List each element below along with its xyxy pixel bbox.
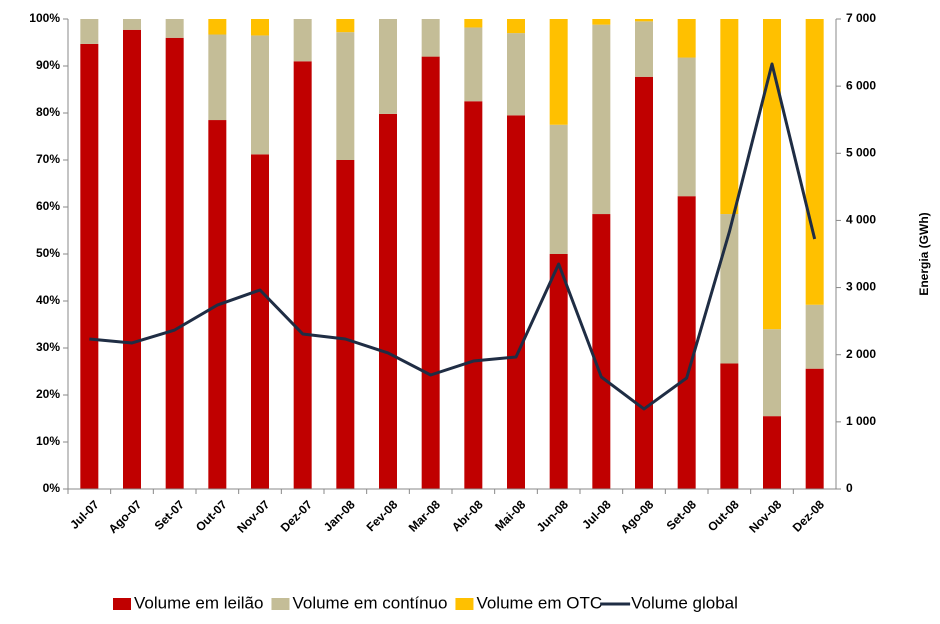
y-tick-label: 80%	[36, 105, 60, 119]
bar-segment	[549, 254, 568, 489]
y2-tick-label: 1 000	[846, 414, 876, 428]
x-tick-label: Nov-07	[234, 497, 272, 535]
bar-segment	[805, 19, 824, 305]
legend-label: Volume em contínuo	[292, 593, 447, 612]
bar-segment	[763, 416, 781, 489]
bar-segment	[421, 56, 440, 489]
legend-symbol	[113, 598, 131, 610]
bar-segment	[165, 37, 184, 490]
bar-segment	[805, 368, 824, 489]
bar-segment	[763, 19, 781, 330]
y2-tick-label: 6 000	[846, 78, 876, 92]
bar-segment	[592, 24, 611, 215]
x-tick-label: Set-07	[152, 497, 188, 533]
bar-segment	[80, 19, 99, 44]
legend-label: Volume em leilão	[134, 593, 263, 612]
y2-tick-label: 4 000	[846, 213, 876, 227]
bar-segment	[592, 19, 611, 25]
bar-segment	[677, 57, 696, 197]
x-tick-label: Ago-08	[618, 497, 657, 536]
bar-segment	[635, 21, 653, 77]
legend-label: Volume em OTC	[476, 593, 602, 612]
bar-segment	[251, 154, 269, 490]
bar-segment	[251, 35, 269, 155]
y-tick-label: 90%	[36, 58, 60, 72]
y-tick-label: 100%	[29, 11, 60, 25]
x-tick-label: Ago-07	[106, 497, 145, 536]
x-tick-label: Dez-08	[790, 497, 827, 534]
x-tick-label: Jan-08	[321, 497, 358, 534]
y2-tick-label: 0	[846, 481, 853, 495]
y-tick-label: 20%	[36, 387, 60, 401]
bar-segment	[507, 19, 525, 34]
y2-tick-label: 5 000	[846, 145, 876, 159]
x-tick-label: Abr-08	[449, 497, 486, 534]
y-tick-label: 70%	[36, 152, 60, 166]
bar-segment	[507, 33, 525, 116]
x-tick-label: Jul-08	[579, 497, 614, 532]
y-tick-label: 0%	[43, 481, 61, 495]
x-tick-label: Dez-07	[278, 497, 315, 534]
bar-segment	[293, 61, 312, 490]
x-tick-label: Mar-08	[406, 497, 443, 534]
bar-segment	[677, 196, 696, 489]
y2-axis-title: Energia (GWh)	[917, 212, 931, 295]
x-tick-label: Out-07	[193, 497, 230, 534]
bar-segment	[379, 19, 397, 114]
bar-segment	[421, 19, 440, 57]
bar-segment	[805, 304, 824, 369]
y2-tick-label: 3 000	[846, 280, 876, 294]
y2-tick-label: 7 000	[846, 11, 876, 25]
bar-segment	[720, 19, 739, 215]
bar-segment	[208, 19, 227, 35]
bar-segment	[507, 115, 525, 489]
x-tick-label: Nov-08	[746, 497, 784, 535]
x-tick-label: Mai-08	[492, 497, 529, 534]
x-tick-label: Set-08	[664, 497, 700, 533]
bar-segment	[677, 19, 696, 58]
bar-segment	[165, 19, 184, 38]
bar-segment	[336, 19, 355, 33]
bar-segment	[293, 19, 312, 62]
bar-segment	[592, 214, 611, 490]
bar-segment	[336, 160, 355, 489]
legend-symbol	[271, 598, 290, 610]
bar-segment	[251, 19, 269, 36]
bar-segment	[549, 19, 568, 125]
x-tick-label: Jun-08	[534, 497, 571, 534]
bar-segment	[123, 19, 141, 30]
line-series	[89, 62, 817, 411]
y-tick-label: 60%	[36, 199, 60, 213]
bar-segment	[80, 43, 99, 489]
bar-segment	[464, 101, 483, 489]
legend-label: Volume global	[631, 593, 738, 612]
y-tick-label: 10%	[36, 434, 60, 448]
bar-segment	[464, 27, 483, 102]
bar-segment	[763, 329, 781, 417]
bar-segment	[720, 363, 739, 489]
y2-tick-label: 2 000	[846, 347, 876, 361]
y-tick-label: 40%	[36, 293, 60, 307]
y-tick-label: 30%	[36, 340, 60, 354]
bar-segment	[549, 124, 568, 254]
legend-symbol	[455, 598, 474, 610]
bar-segment	[464, 19, 483, 28]
bar-segment	[379, 113, 397, 489]
y-tick-label: 50%	[36, 246, 60, 260]
bar-segment	[635, 76, 653, 489]
bar-segment	[123, 29, 141, 490]
bar-segment	[208, 34, 227, 121]
bar-segment	[635, 19, 653, 22]
x-tick-label: Jul-07	[67, 497, 102, 532]
bar-segment	[336, 32, 355, 160]
x-tick-label: Fev-08	[364, 497, 401, 534]
x-tick-label: Out-08	[705, 497, 742, 534]
